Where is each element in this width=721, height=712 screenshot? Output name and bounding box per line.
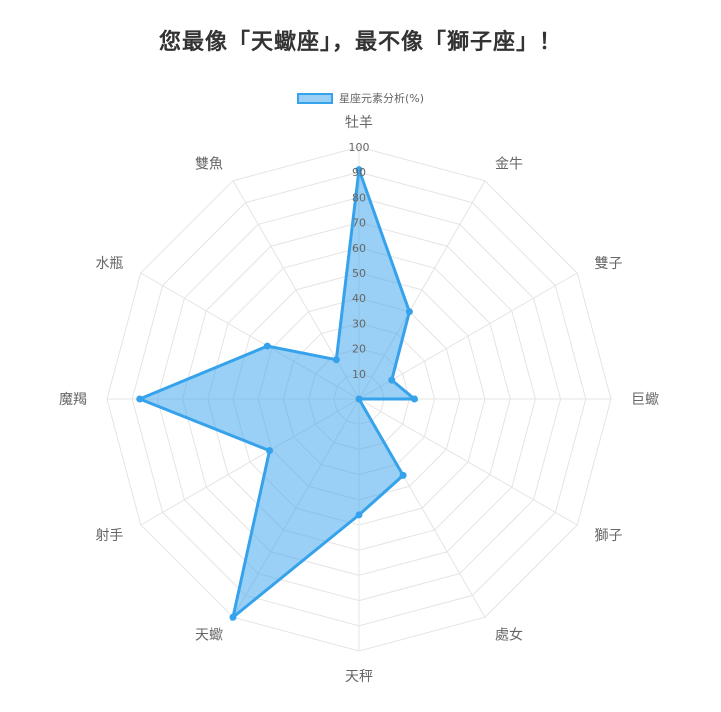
data-point-射手[interactable] bbox=[266, 447, 274, 455]
data-point-巨蠍[interactable] bbox=[410, 395, 418, 403]
category-label: 雙子 bbox=[595, 256, 623, 272]
category-label: 處女 bbox=[495, 627, 523, 644]
category-label: 牡羊 bbox=[345, 115, 373, 131]
category-label: 雙魚 bbox=[195, 156, 223, 172]
tick-label: 40 bbox=[352, 292, 366, 305]
tick-label: 60 bbox=[352, 242, 366, 255]
data-point-雙魚[interactable] bbox=[332, 356, 340, 364]
radar-series bbox=[135, 166, 419, 622]
tick-label: 30 bbox=[352, 317, 366, 330]
category-label: 水瓶 bbox=[95, 256, 123, 272]
tick-label: 20 bbox=[352, 343, 366, 356]
chart-title: 您最像「天蠍座」，最不像「獅子座」！ bbox=[158, 30, 562, 55]
category-label: 天秤 bbox=[345, 669, 373, 685]
legend-label: 星座元素分析(%) bbox=[338, 92, 425, 105]
category-label: 魔羯 bbox=[59, 392, 87, 408]
category-label: 獅子 bbox=[595, 528, 623, 544]
data-point-牡羊[interactable] bbox=[355, 166, 363, 174]
data-point-天蠍[interactable] bbox=[229, 613, 237, 621]
data-point-處女[interactable] bbox=[399, 471, 407, 479]
category-label: 金牛 bbox=[495, 156, 523, 172]
data-point-雙子[interactable] bbox=[388, 376, 396, 384]
data-point-魔羯[interactable] bbox=[136, 395, 144, 403]
category-label: 射手 bbox=[95, 528, 123, 544]
data-point-天秤[interactable] bbox=[355, 511, 363, 519]
tick-label: 90 bbox=[352, 166, 366, 179]
category-label: 天蠍 bbox=[195, 628, 223, 644]
tick-label: 50 bbox=[352, 267, 366, 280]
data-point-獅子[interactable] bbox=[355, 395, 363, 403]
data-point-金牛[interactable] bbox=[405, 308, 413, 316]
tick-label: 100 bbox=[349, 141, 370, 154]
tick-label: 80 bbox=[352, 191, 366, 204]
series-area bbox=[135, 169, 419, 622]
legend-swatch bbox=[296, 92, 333, 104]
tick-label: 10 bbox=[352, 368, 366, 381]
data-point-水瓶[interactable] bbox=[263, 342, 271, 350]
radial-tick-labels: 10 20 30 40 50 60 70 80 90 100 bbox=[349, 141, 370, 381]
category-label: 巨蠍 bbox=[631, 392, 659, 408]
grid-spoke bbox=[358, 398, 578, 526]
tick-label: 70 bbox=[352, 217, 366, 230]
grid-spoke bbox=[358, 272, 578, 400]
legend[interactable]: 星座元素分析(%) bbox=[0, 90, 721, 106]
